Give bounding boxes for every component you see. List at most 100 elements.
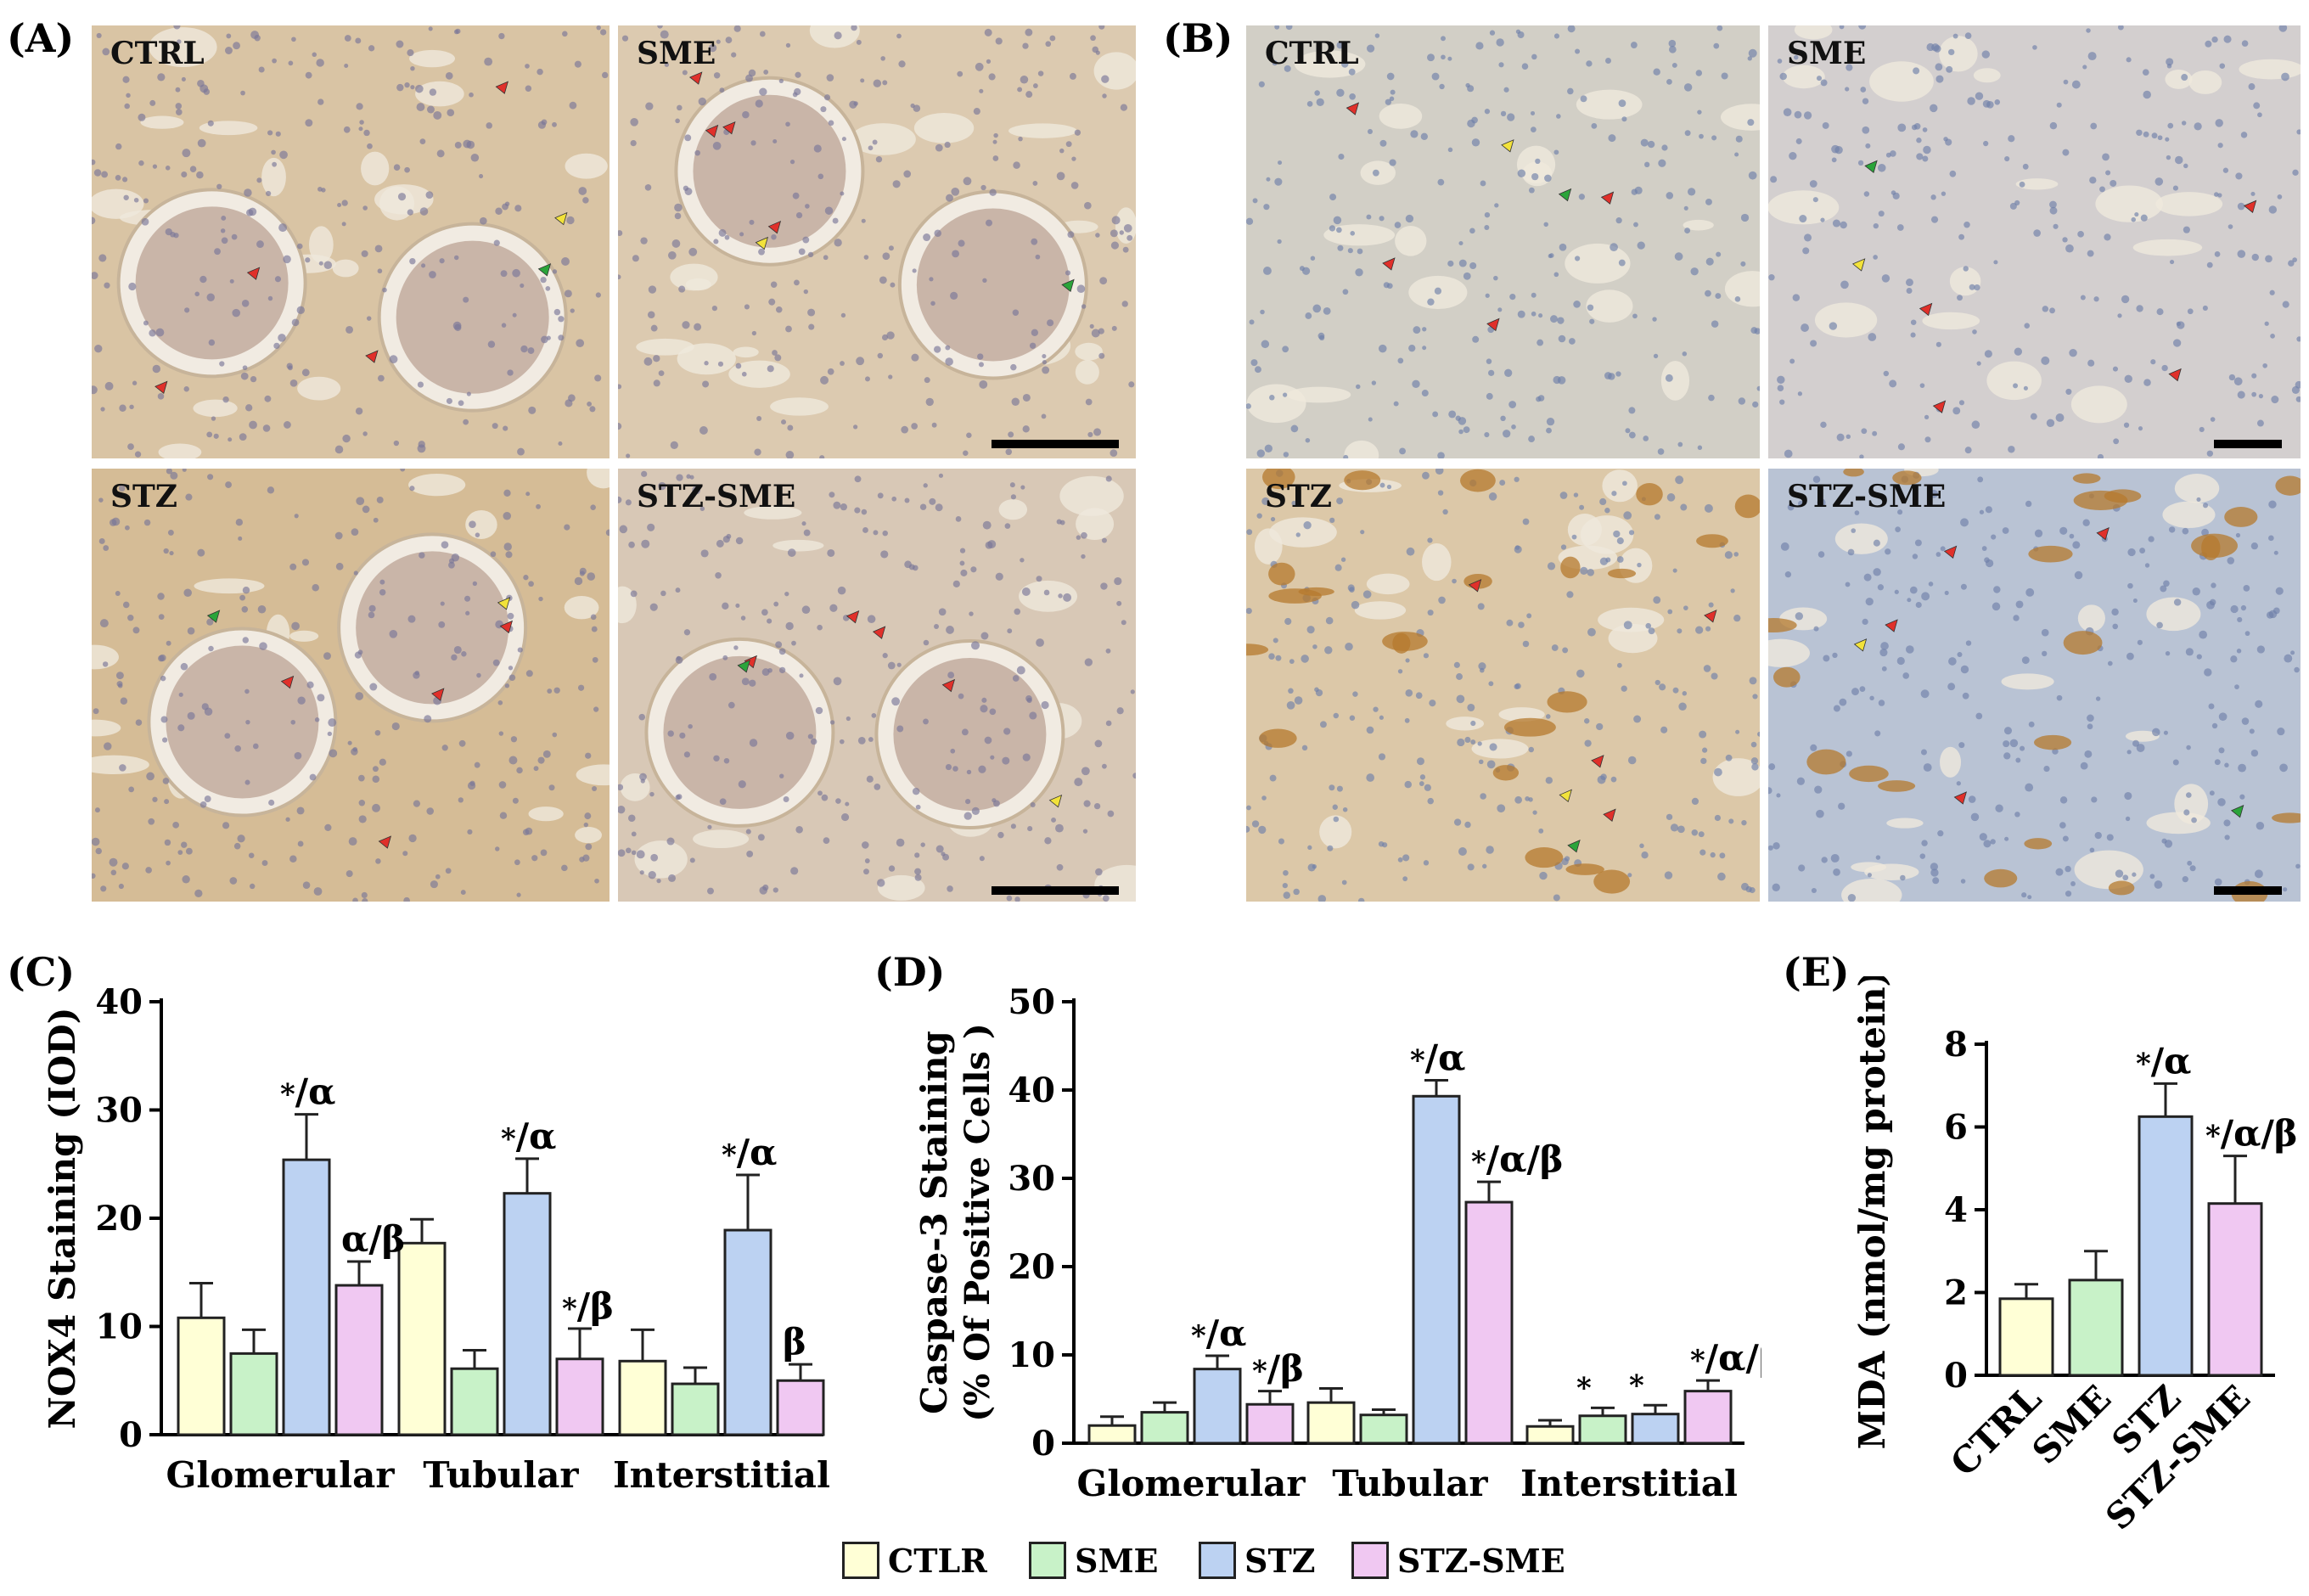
y-tick-label: 0	[1031, 1424, 1055, 1464]
legend-label: CTLR	[888, 1542, 987, 1580]
chart-legend: CTLR SME STZ STZ-SME	[842, 1538, 1589, 1584]
y-axis-label: Caspase-3 Staining	[913, 1031, 955, 1414]
tile-label: STZ-SME	[637, 479, 796, 514]
significance-label: *	[1576, 1371, 1592, 1405]
legend-swatch	[1351, 1542, 1389, 1579]
legend-swatch	[1199, 1542, 1236, 1579]
tile-label: STZ	[110, 479, 178, 514]
y-tick-label: 2	[1944, 1273, 1968, 1313]
x-tick-label: Tubular	[423, 1454, 579, 1496]
panel-label-c: (C)	[7, 949, 76, 995]
significance-label: *	[1629, 1368, 1644, 1402]
tissue-texture	[618, 25, 1136, 458]
bar	[723, 1228, 772, 1436]
bar	[1140, 1411, 1189, 1445]
bar	[1359, 1413, 1408, 1445]
bar	[1683, 1390, 1733, 1445]
scale-bar	[992, 440, 1119, 448]
significance-label: */α	[2136, 1040, 2191, 1082]
panel-label-e: (E)	[1783, 949, 1850, 995]
y-tick-label: 10	[95, 1307, 143, 1347]
tile-label: CTRL	[110, 36, 205, 71]
legend-label: STZ-SME	[1397, 1542, 1565, 1580]
tile-label: STZ-SME	[1787, 479, 1947, 514]
micrograph-tile: SME	[1768, 25, 2301, 458]
significance-label: */β	[1252, 1348, 1304, 1390]
bar	[1245, 1402, 1295, 1445]
significance-label: */β	[562, 1285, 614, 1327]
x-tick-label: Glomerular	[1077, 1463, 1306, 1504]
bar	[2207, 1202, 2263, 1377]
bar	[618, 1359, 667, 1436]
micrograph-tile: CTRL	[1246, 25, 1760, 458]
bar	[555, 1357, 604, 1436]
bar	[776, 1379, 825, 1436]
y-tick-label: 30	[95, 1091, 143, 1131]
bar	[177, 1316, 226, 1436]
tissue-texture	[1768, 25, 2301, 458]
scale-bar	[992, 886, 1119, 895]
bar	[397, 1241, 447, 1436]
tile-label: SME	[1787, 36, 1867, 71]
significance-label: */α/β	[1471, 1138, 1564, 1180]
scale-bar	[2214, 440, 2282, 448]
tissue-texture	[1768, 469, 2301, 902]
bar	[1578, 1414, 1627, 1445]
panel-label-a: (A)	[7, 15, 75, 61]
y-tick-label: 6	[1944, 1108, 1968, 1148]
significance-label: */α	[1410, 1037, 1465, 1079]
x-tick-label: Interstitial	[1520, 1463, 1738, 1504]
micrograph-tile: CTRL	[92, 25, 610, 458]
micrograph-tile: STZ-SME	[1768, 469, 2301, 902]
tile-label: STZ	[1265, 479, 1333, 514]
micrograph-tile: STZ	[1246, 469, 1760, 902]
bar	[671, 1382, 720, 1436]
y-axis-label: NOX4 Staining (IOD)	[42, 1008, 83, 1430]
y-tick-label: 40	[95, 982, 143, 1022]
y-tick-label: 50	[1008, 982, 1055, 1022]
y-axis-label-secondary: (% Of Positive Cells )	[958, 1023, 997, 1422]
significance-label: */α/β	[2205, 1113, 2298, 1155]
bar	[334, 1284, 384, 1436]
micrograph-tile: STZ	[92, 469, 610, 902]
bar	[1631, 1413, 1680, 1445]
bar	[229, 1352, 278, 1436]
tissue-texture	[1246, 469, 1760, 902]
y-tick-label: 20	[1008, 1247, 1055, 1287]
chart-caspase3: Caspase-3 Staining (% Of Positive Cells )…	[913, 982, 1761, 1504]
significance-label: α/β	[341, 1218, 406, 1260]
significance-label: */α	[280, 1071, 335, 1113]
legend-label: SME	[1075, 1542, 1159, 1580]
x-tick-label: Tubular	[1332, 1463, 1488, 1504]
legend-swatch	[842, 1542, 879, 1579]
micrograph-tile: SME	[618, 25, 1136, 458]
bar	[1464, 1200, 1514, 1445]
bar	[503, 1192, 552, 1436]
significance-label: */α/β	[1690, 1337, 1761, 1379]
bar	[2138, 1115, 2194, 1377]
panel-label-d: (D)	[874, 949, 946, 995]
y-tick-label: 4	[1944, 1190, 1968, 1230]
y-axis-label: MDA (nmol/mg protein)	[1851, 976, 1893, 1449]
bar	[282, 1158, 331, 1436]
significance-label: */α	[722, 1132, 777, 1173]
x-tick-label: Interstitial	[613, 1454, 830, 1496]
y-tick-label: 8	[1944, 1025, 1968, 1065]
significance-label: */α	[501, 1116, 556, 1157]
tissue-texture	[618, 469, 1136, 902]
y-tick-label: 20	[95, 1199, 143, 1239]
bar	[1306, 1401, 1356, 1445]
bar	[1525, 1425, 1575, 1445]
legend-label: STZ	[1244, 1542, 1316, 1580]
tile-label: SME	[637, 36, 716, 71]
bar	[1998, 1297, 2054, 1377]
y-tick-label: 0	[119, 1415, 143, 1455]
bar	[1087, 1424, 1137, 1445]
bar	[1412, 1094, 1461, 1445]
y-tick-label: 40	[1008, 1071, 1055, 1110]
tissue-texture	[92, 25, 610, 458]
y-tick-label: 10	[1008, 1335, 1055, 1375]
significance-label: β	[783, 1321, 806, 1363]
panel-label-b: (B)	[1163, 15, 1233, 61]
